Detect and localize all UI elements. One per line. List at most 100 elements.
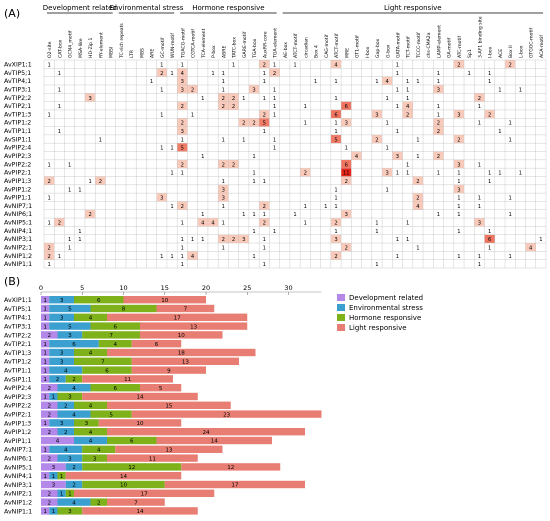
heatmap-cell-shade [453, 134, 465, 144]
heatmap-cell-value: 3 [375, 112, 378, 118]
bar-segment-label: 7 [101, 360, 105, 366]
bar-segment [49, 507, 58, 515]
bar-segment-label: 4 [89, 430, 93, 436]
heatmap-cell-value: 1 [68, 162, 71, 168]
heatmap-cell-value: 1 [58, 129, 61, 135]
heatmap-cell-value: 3 [478, 221, 481, 227]
heatmap-cell-value: 2 [47, 246, 50, 252]
bar-segment-label: 1 [43, 509, 47, 515]
bar-segment [156, 436, 272, 445]
heatmap-cell-value: 2 [334, 221, 337, 227]
heatmap-cell-value: 6 [345, 104, 348, 110]
heatmap-cell-value: 1 [386, 187, 389, 193]
x-tick-label: 20 [202, 284, 210, 292]
bar-segment-label: 1 [43, 307, 47, 313]
heatmap-cell-value: 1 [416, 154, 419, 160]
heatmap-cell-shade [44, 176, 55, 185]
bar-segment-label: 5 [68, 307, 72, 313]
bar-segment [57, 498, 91, 506]
heatmap-column-label: LAMP-element [436, 25, 442, 58]
heatmap-cell-value: 1 [396, 237, 399, 243]
heatmap-cell-shade [412, 176, 424, 185]
bar-segment [41, 463, 66, 471]
heatmap-cell-shade [453, 109, 465, 119]
heatmap-column-label: TATC-box [232, 37, 238, 59]
heatmap-cell-value: 1 [478, 162, 481, 168]
heatmap-cell-value: 1 [437, 104, 440, 110]
bar-segment-label: 2 [47, 412, 51, 418]
bar-segment [41, 366, 50, 374]
heatmap-column-label: ACE [498, 49, 504, 58]
heatmap-cell-value: 1 [273, 62, 276, 68]
heatmap-cell-shade [228, 234, 239, 244]
heatmap-cell-value: 2 [181, 121, 184, 127]
bar-segment [65, 463, 83, 471]
heatmap-cell-shade [187, 251, 198, 260]
heatmap-cell-shade [453, 60, 465, 69]
heatmap-column-label: GARE-motif [242, 31, 248, 58]
bar-segment [82, 507, 198, 515]
heatmap-cell-value: 3 [181, 79, 184, 85]
bar-segment [49, 472, 58, 480]
heatmap-cell-value: 1 [242, 212, 245, 218]
bar-segment-label: 3 [60, 360, 64, 366]
heatmap-cell-value: 1 [488, 79, 491, 85]
bar-segment-label: 6 [72, 342, 76, 348]
heatmap-cell-value: 1 [47, 112, 50, 118]
heatmap-cell-value: 3 [160, 196, 163, 202]
bar-segment-label: 1 [43, 395, 47, 401]
bar-category-label: AvPIP1;3 [4, 420, 31, 427]
heatmap-cell-value: 2 [222, 104, 225, 110]
bar-segment [82, 392, 198, 401]
heatmap-cell-value: 2 [232, 237, 235, 243]
heatmap-cell-value: 1 [437, 71, 440, 77]
bar-segment-label: 1 [60, 492, 64, 498]
heatmap-cell-shade [207, 218, 219, 227]
heatmap-cell-value: 6 [488, 237, 491, 243]
bar-segment-label: 8 [122, 307, 126, 313]
heatmap-column-label: G-box [385, 44, 391, 58]
legend-label: Development related [349, 294, 423, 302]
bar-segment-label: 2 [47, 430, 51, 436]
bar-segment-label: 1 [43, 474, 47, 480]
heatmap-row-label: AvXIP1;1 [4, 61, 32, 68]
bar-segment-label: 4 [56, 439, 60, 445]
heatmap-column-label: Gap-box [375, 38, 381, 58]
bar-segment [41, 296, 50, 304]
heatmap-cell-value: 1 [252, 179, 255, 185]
heatmap-cell-value: 1 [396, 129, 399, 135]
x-tick-label: 15 [161, 284, 169, 292]
heatmap-cell-value: 1 [437, 212, 440, 218]
heatmap-cell-shade [371, 109, 383, 119]
bar-segment-label: 1 [43, 377, 47, 383]
heatmap-column-label: CAG-motif [324, 34, 330, 58]
heatmap-column-label: MBS [139, 48, 145, 58]
legend-swatch [337, 324, 345, 331]
bar-category-label: AvNIP6;1 [4, 455, 32, 462]
bar-segment [82, 480, 165, 489]
heatmap-column-label: TC-rich repeats [119, 23, 125, 59]
heatmap-cell-value: 1 [498, 171, 501, 177]
heatmap-cell-shade [269, 68, 280, 77]
heatmap-cell-shade [484, 109, 495, 119]
heatmap-cell-shade [259, 60, 270, 69]
heatmap-cell-value: 1 [406, 221, 409, 227]
bar-segment-label: 6 [105, 368, 109, 374]
heatmap-cell-value: 1 [170, 204, 173, 210]
bar-category-label: AvTIP1;1 [4, 367, 31, 374]
heatmap-cell-value: 1 [478, 254, 481, 260]
heatmap-cell-shade [330, 218, 342, 227]
heatmap-cell-value: 1 [457, 204, 460, 210]
bar-segment [98, 340, 132, 348]
heatmap-cell-shade [330, 134, 342, 144]
bar-segment-label: 3 [60, 298, 64, 304]
bar-segment [41, 445, 50, 453]
bar-segment [57, 392, 83, 401]
heatmap-row-label: AvPIP2;3 [4, 153, 31, 160]
bar-segment-label: 1 [43, 351, 47, 357]
bar-segment [74, 348, 107, 357]
heatmap-cell-value: 3 [181, 129, 184, 135]
heatmap-cell-value: 5 [181, 146, 184, 152]
heatmap-column-label: CAT-box [57, 39, 63, 58]
